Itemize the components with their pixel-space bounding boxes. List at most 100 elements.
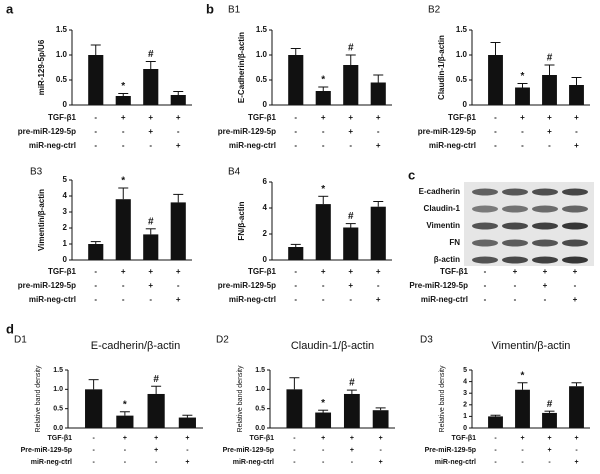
treatment-sign: +: [154, 435, 158, 442]
treatment-sign: +: [176, 141, 181, 150]
blot-band: [472, 188, 498, 196]
y-tick-label: 4: [463, 378, 467, 385]
treatment-sign: +: [379, 459, 383, 466]
band-label: β-actin: [434, 255, 460, 264]
y-axis-label: Vimentin/β-actin: [37, 189, 46, 251]
treatment-label: miR-neg-ctrl: [31, 459, 72, 466]
treatment-label: Pre-miR-129-5p: [223, 447, 274, 454]
y-axis-label: Relative band density: [237, 365, 244, 432]
band-label: Vimentin: [426, 221, 460, 230]
bar: [170, 95, 186, 105]
treatment-sign: +: [121, 267, 126, 276]
bar: [286, 389, 303, 428]
bar: [178, 417, 196, 428]
treatment-sign: -: [322, 295, 325, 304]
treatment-sign: -: [521, 141, 524, 150]
treatment-sign: +: [573, 295, 578, 304]
blot-band: [532, 222, 558, 230]
treatment-sign: +: [543, 281, 548, 290]
bar: [370, 82, 386, 105]
treatment-sign: +: [513, 267, 518, 276]
y-tick-label: 1.0: [456, 50, 468, 59]
y-tick-label: 0.5: [53, 406, 63, 413]
treatment-sign: -: [94, 141, 97, 150]
treatment-sign: -: [186, 447, 189, 454]
treatment-sign: +: [154, 447, 158, 454]
y-tick-label: 0: [63, 100, 68, 109]
treatment-sign: -: [177, 127, 180, 136]
chart-title: E-cadherin/β-actin: [91, 340, 180, 352]
treatment-sign: -: [294, 113, 297, 122]
treatment-sign: -: [548, 141, 551, 150]
treatment-sign: -: [124, 447, 127, 454]
treatment-sign: -: [494, 141, 497, 150]
y-tick-label: 3: [463, 390, 467, 397]
blot-band: [502, 239, 528, 247]
blot-band: [532, 188, 558, 196]
bar: [88, 244, 104, 260]
treatment-sign: +: [574, 435, 578, 442]
treatment-sign: -: [494, 113, 497, 122]
bar: [315, 91, 331, 105]
treatment-sign: -: [484, 281, 487, 290]
treatment-label: pre-miR-129-5p: [18, 127, 76, 136]
bar: [343, 227, 359, 260]
treatment-sign: +: [123, 435, 127, 442]
treatment-label: TGF-β1: [248, 267, 277, 276]
significance-mark: *: [521, 71, 525, 82]
significance-mark: #: [148, 49, 154, 60]
treatment-sign: -: [521, 459, 524, 466]
blot-band: [562, 256, 588, 264]
treatment-sign: +: [321, 113, 326, 122]
y-tick-label: 1.5: [256, 25, 268, 34]
treatment-sign: -: [574, 281, 577, 290]
panel-sublabel: D3: [420, 335, 433, 346]
treatment-sign: +: [176, 113, 181, 122]
treatment-sign: -: [349, 141, 352, 150]
bar: [343, 65, 359, 105]
treatment-sign: +: [376, 141, 381, 150]
treatment-sign: +: [379, 435, 383, 442]
y-tick-label: 1.5: [56, 25, 68, 34]
treatment-sign: +: [321, 267, 326, 276]
treatment-sign: -: [94, 295, 97, 304]
bar: [147, 393, 165, 428]
treatment-sign: -: [122, 295, 125, 304]
treatment-sign: -: [94, 113, 97, 122]
y-tick-label: 0.5: [456, 75, 468, 84]
treatment-sign: -: [484, 295, 487, 304]
bar: [115, 96, 131, 105]
panel-sublabel: D1: [14, 335, 27, 346]
treatment-sign: -: [94, 267, 97, 276]
significance-mark: #: [547, 399, 553, 410]
treatment-sign: -: [293, 447, 296, 454]
panel-letter: d: [6, 321, 14, 336]
bar: [515, 389, 530, 428]
panel-sublabel: B1: [228, 5, 241, 16]
treatment-sign: +: [348, 281, 353, 290]
y-tick-label: 1.5: [456, 25, 468, 34]
y-tick-label: 0: [263, 255, 268, 264]
treatment-sign: -: [322, 447, 325, 454]
y-tick-label: 2: [463, 402, 467, 409]
blot-band: [472, 205, 498, 213]
treatment-sign: +: [547, 435, 551, 442]
treatment-sign: +: [350, 435, 354, 442]
blot-band: [562, 188, 588, 196]
treatment-sign: -: [94, 281, 97, 290]
treatment-sign: +: [376, 267, 381, 276]
band-label: Claudin-1: [424, 204, 461, 213]
treatment-label: TGF-β1: [250, 435, 275, 442]
treatment-sign: +: [574, 141, 579, 150]
blot-band: [532, 256, 558, 264]
bar: [116, 415, 134, 428]
bar: [315, 204, 331, 260]
y-tick-label: 1: [63, 239, 68, 248]
y-tick-label: 5: [463, 367, 467, 374]
bar: [288, 55, 304, 105]
y-tick-label: 0.5: [256, 75, 268, 84]
treatment-sign: +: [185, 435, 189, 442]
treatment-sign: -: [122, 127, 125, 136]
treatment-sign: +: [176, 267, 181, 276]
bar: [85, 389, 103, 428]
